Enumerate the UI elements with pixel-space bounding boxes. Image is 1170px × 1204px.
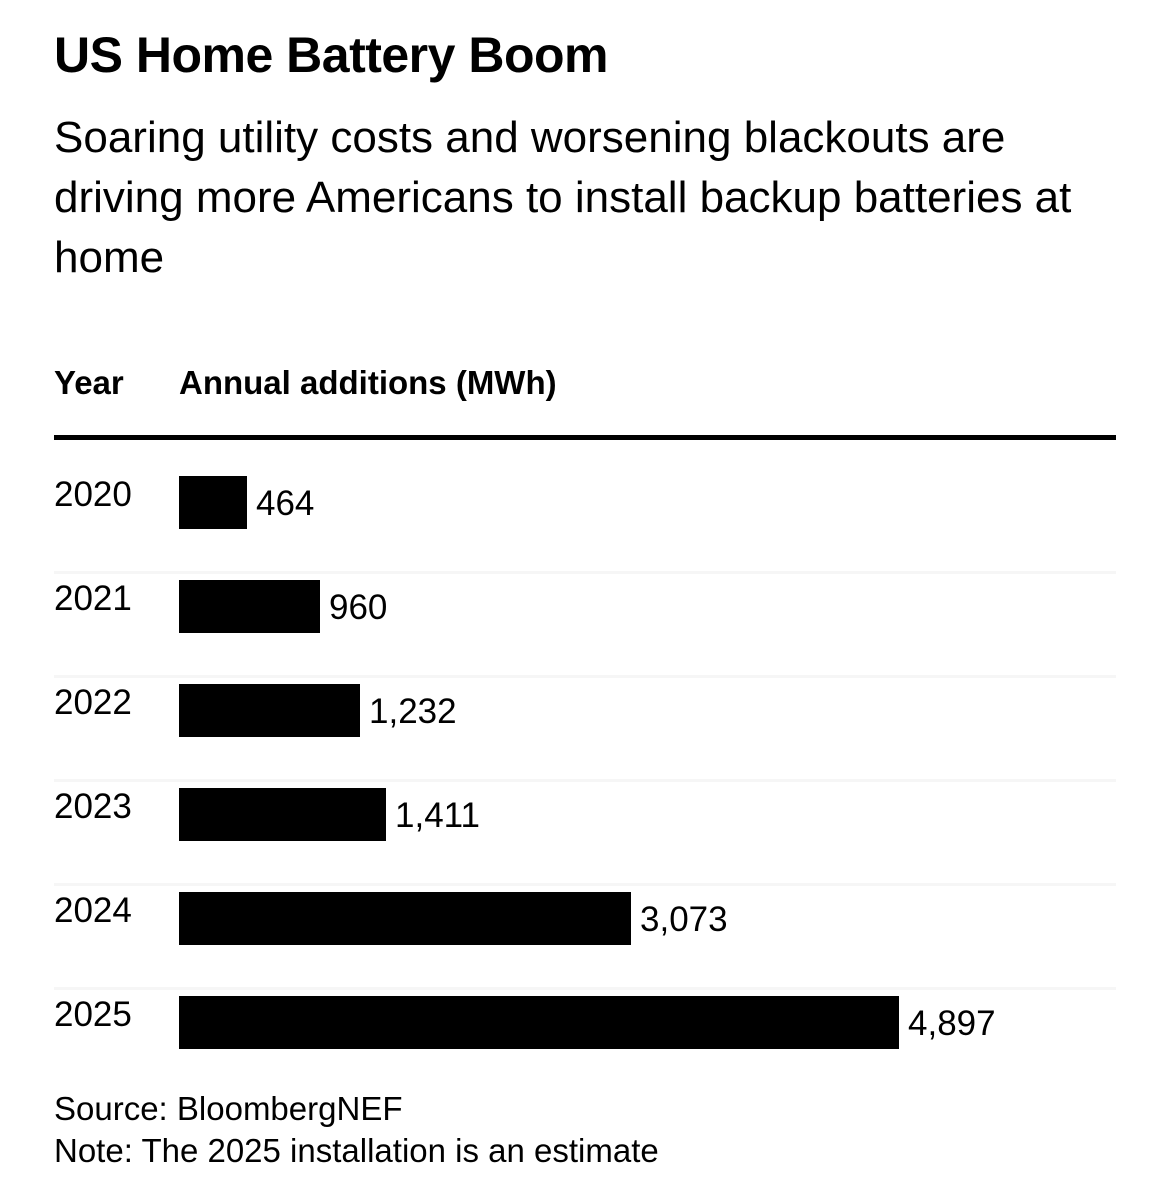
year-label: 2023 (54, 787, 132, 826)
chart-row: 2025 4,897 (54, 990, 1116, 1094)
chart-row: 2024 3,073 (54, 886, 1116, 990)
bar-value-label: 4,897 (908, 1004, 996, 1043)
footnote: Note: The 2025 installation is an estima… (54, 1132, 659, 1169)
bar-2022 (179, 684, 360, 737)
bar-value-label: 3,073 (640, 900, 728, 939)
bar-2024 (179, 892, 631, 945)
chart-title: US Home Battery Boom (54, 27, 609, 83)
bar-2025 (179, 996, 899, 1049)
source-note: Source: BloombergNEF (54, 1090, 403, 1127)
year-label: 2022 (54, 683, 132, 722)
chart-row: 2022 1,232 (54, 678, 1116, 782)
row-divider (54, 987, 1116, 990)
header-rule (54, 435, 1116, 440)
bar-2021 (179, 580, 320, 633)
bar-value-label: 1,411 (395, 796, 480, 835)
chart-row: 2023 1,411 (54, 782, 1116, 886)
bar-value-label: 464 (256, 484, 315, 523)
row-divider (54, 675, 1116, 678)
chart-row: 2021 960 (54, 574, 1116, 678)
column-header-annual-additions: Annual additions (MWh) (179, 364, 557, 401)
chart-subtitle: Soaring utility costs and worsening blac… (54, 113, 1072, 282)
column-header-year: Year (54, 364, 124, 401)
year-label: 2025 (54, 995, 132, 1034)
year-label: 2020 (54, 475, 132, 514)
bar-2020 (179, 476, 247, 529)
bar-value-label: 960 (329, 588, 388, 627)
year-label: 2024 (54, 891, 132, 930)
row-divider (54, 779, 1116, 782)
bar-2023 (179, 788, 386, 841)
chart-row: 2020 464 (54, 470, 1116, 574)
row-divider (54, 883, 1116, 886)
row-divider (54, 571, 1116, 574)
bar-value-label: 1,232 (369, 692, 457, 731)
year-label: 2021 (54, 579, 132, 618)
